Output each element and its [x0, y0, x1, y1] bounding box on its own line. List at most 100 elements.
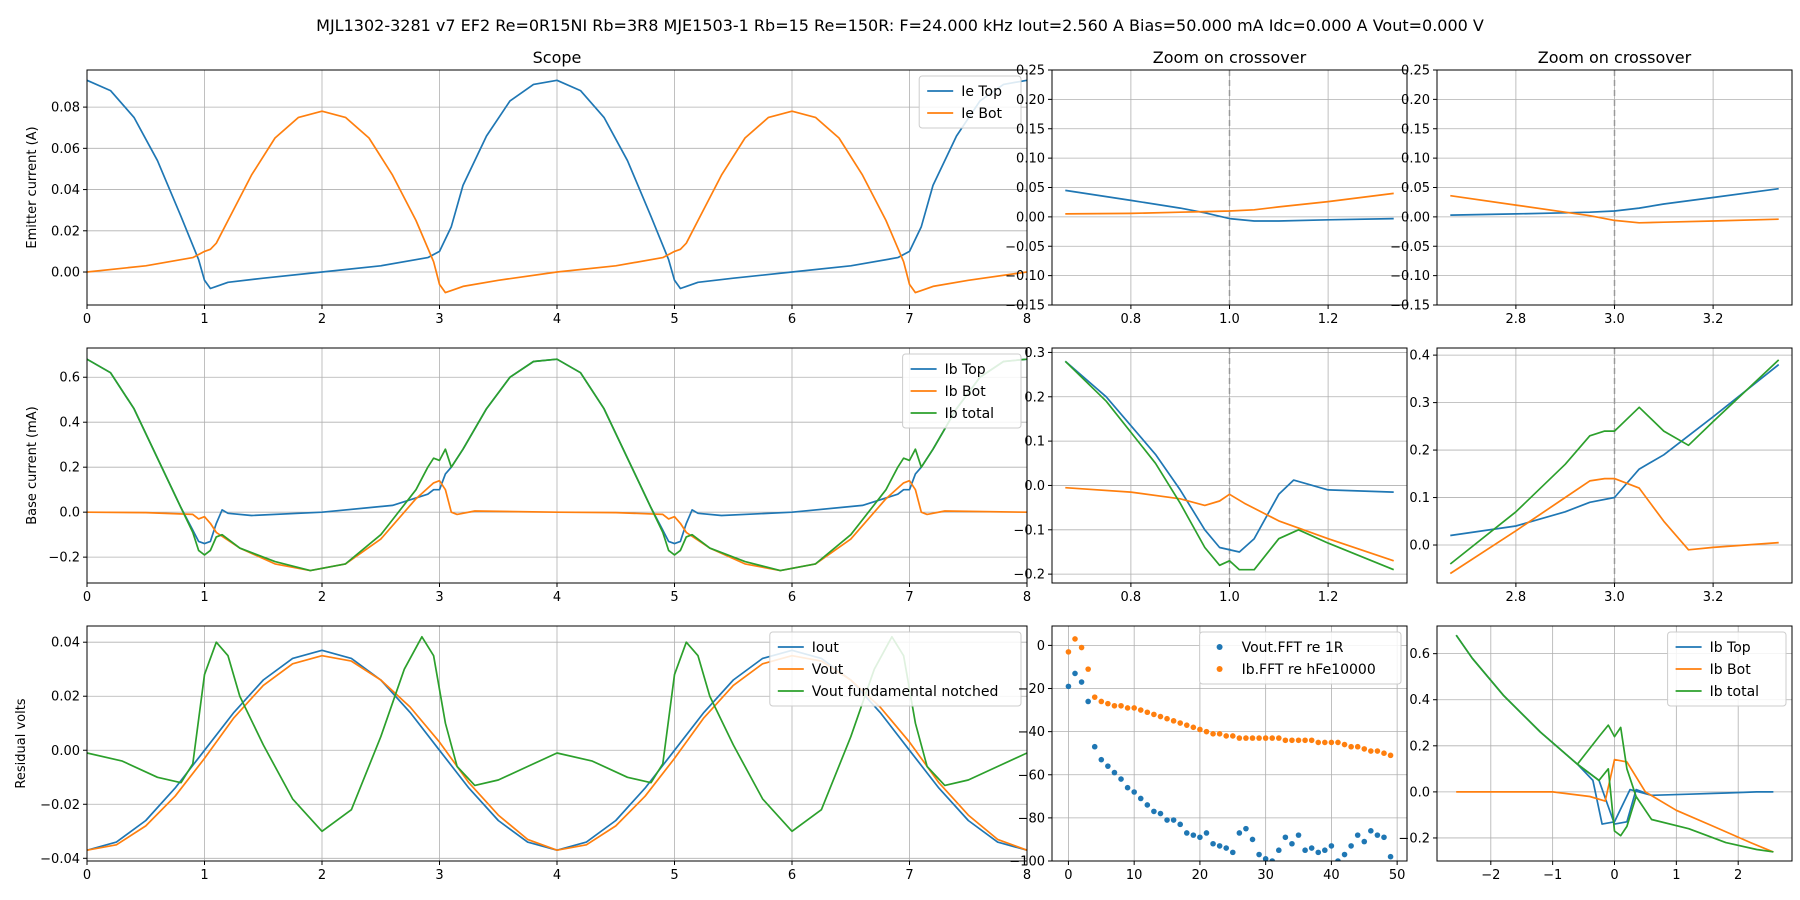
x-tick-label: 4	[553, 590, 561, 605]
x-tick-label: 0	[83, 590, 91, 605]
data-point	[1302, 847, 1308, 854]
x-tick-label: 1	[200, 312, 208, 327]
series-line	[1064, 360, 1395, 571]
data-point	[1157, 713, 1164, 720]
x-tick-label: 3.0	[1604, 312, 1625, 327]
x-tick-label: 1.0	[1219, 312, 1240, 327]
x-tick-label: 3.2	[1703, 590, 1724, 605]
data-point	[1322, 739, 1328, 746]
y-tick-label: 0.04	[51, 636, 80, 651]
x-tick-label: 1	[1672, 868, 1680, 883]
y-tick-label: 0.20	[1401, 93, 1430, 108]
y-tick-label: 0.00	[51, 266, 80, 281]
data-point	[1105, 700, 1111, 707]
series-line	[87, 358, 1027, 572]
data-point	[1341, 741, 1348, 748]
legend-label: Ie Bot	[961, 106, 1002, 122]
subplot-zoom2: 2.8 3.0 3.2 −0.15 −0.10 −0.05 0.00 0.05 0.10 0.15…	[1390, 48, 1793, 327]
data-point	[1381, 750, 1387, 757]
axes-frame	[1051, 625, 1408, 862]
data-point	[1164, 817, 1170, 823]
legend-label: Vout fundamental notched	[812, 684, 999, 700]
figure-suptitle: MJL1302-3281 v7 EF2 Re=0R15NI Rb=3R8 MJE…	[316, 16, 1484, 35]
data-point	[1315, 849, 1322, 856]
y-tick-label: −0.05	[1390, 240, 1430, 255]
y-tick-label: 0.2	[1409, 444, 1430, 459]
data-point	[1315, 739, 1322, 746]
legend-label: Ib total	[945, 406, 994, 422]
legend: Ib Top Ib Bot Ib total	[902, 353, 1022, 429]
y-tick-label: 0.02	[51, 224, 80, 239]
data-point	[1368, 748, 1374, 754]
legend: Ie Top Ie Bot	[918, 75, 1022, 129]
y-tick-label: −0.2	[1013, 568, 1045, 583]
x-tick-label: 1	[200, 590, 208, 605]
data-point	[1236, 735, 1243, 741]
data-point	[1137, 707, 1144, 713]
data-point	[1085, 698, 1091, 705]
data-point	[1157, 810, 1164, 817]
y-tick-label: 0.0	[59, 506, 80, 521]
x-tick-label: −1	[1543, 868, 1562, 883]
data-point	[1091, 694, 1098, 700]
x-tick-label: 0	[83, 868, 91, 883]
legend-marker	[1216, 644, 1223, 650]
data-point	[1361, 746, 1368, 752]
data-point	[1065, 683, 1072, 690]
data-point	[1223, 733, 1230, 739]
x-tick-label: 6	[788, 590, 796, 605]
y-axis-label: Emitter current (A)	[25, 126, 40, 248]
axes-frame	[86, 69, 1028, 306]
data-point	[1183, 722, 1190, 728]
legend-marker	[1216, 666, 1223, 672]
x-tick-label: 0.8	[1121, 312, 1142, 327]
y-tick-label: 0.2	[1024, 390, 1045, 405]
x-tick-label: −2	[1481, 868, 1500, 883]
y-tick-label: 0.15	[1016, 122, 1045, 137]
data-point	[1065, 649, 1072, 655]
data-point	[1243, 735, 1249, 741]
series-line	[1064, 360, 1394, 553]
y-tick-label: 0.6	[59, 371, 80, 386]
data-point	[1387, 752, 1394, 759]
data-point	[1177, 821, 1183, 828]
data-point	[1328, 843, 1335, 849]
series-line	[1450, 187, 1779, 216]
data-point	[1170, 718, 1177, 724]
data-point	[1249, 735, 1256, 741]
data-point	[1124, 784, 1131, 791]
series-line	[1455, 634, 1774, 853]
data-point	[1361, 838, 1368, 845]
y-tick-label: −0.04	[40, 852, 80, 867]
data-point	[1197, 834, 1203, 841]
x-tick-label: 7	[905, 868, 913, 883]
y-tick-label: 0.00	[1401, 210, 1430, 225]
y-tick-label: 0.4	[59, 416, 80, 431]
data-point	[1256, 735, 1262, 741]
series-line	[1449, 477, 1779, 575]
y-tick-label: 0.4	[1409, 693, 1430, 708]
data-point	[1335, 739, 1341, 746]
x-tick-label: 3	[435, 590, 443, 605]
plot-area	[1450, 187, 1779, 224]
y-tick-label: −0.2	[1398, 831, 1430, 846]
y-tick-label: 0.00	[51, 744, 80, 759]
x-tick-label: 2	[318, 590, 326, 605]
plot-area	[1455, 634, 1774, 853]
legend-box	[1199, 631, 1402, 685]
data-point	[1229, 849, 1236, 856]
x-tick-label: 2	[1734, 868, 1742, 883]
x-tick-label: 6	[788, 868, 796, 883]
y-tick-label: 0.02	[51, 690, 80, 705]
data-point	[1381, 834, 1387, 841]
y-tick-label: 0.06	[51, 142, 80, 157]
data-point	[1387, 853, 1394, 860]
data-point	[1282, 834, 1289, 841]
y-tick-label: 0.08	[51, 101, 80, 116]
data-point	[1328, 739, 1335, 746]
data-point	[1144, 709, 1151, 716]
x-tick-label: 1	[200, 868, 208, 883]
subplot-bzoom1: 0.8 1.0 1.2 −0.2 −0.1 0.0 0.1 0.2 0.3	[1013, 346, 1408, 605]
data-point	[1144, 802, 1151, 808]
data-point	[1098, 698, 1105, 705]
